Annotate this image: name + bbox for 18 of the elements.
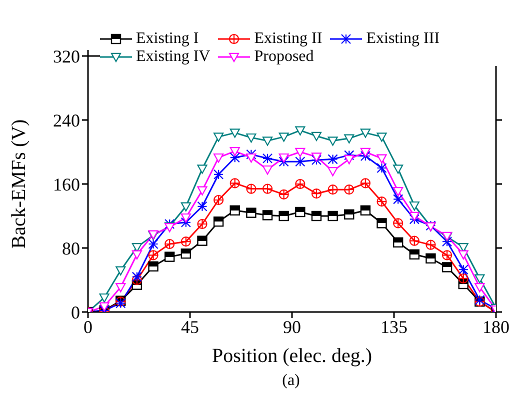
y-tick-label: 240	[53, 110, 80, 130]
y-tick-label: 80	[62, 238, 80, 258]
legend-label: Existing II	[254, 30, 322, 48]
x-tick-label: 90	[283, 316, 301, 337]
x-tick-label: 45	[181, 316, 199, 337]
legend-label: Existing IV	[136, 48, 210, 66]
legend-label: Proposed	[254, 48, 314, 66]
y-tick-label: 160	[53, 174, 80, 194]
y-tick-label: 320	[53, 46, 80, 66]
legend-label: Existing I	[136, 30, 199, 48]
y-tick-label: 0	[71, 302, 80, 322]
y-axis-title: Back-EMFs (V)	[8, 119, 30, 249]
x-tick-label: 180	[482, 316, 510, 337]
x-tick-label: 135	[380, 316, 408, 337]
x-axis-title: Position (elec. deg.)	[212, 345, 372, 367]
legend-label: Existing III	[366, 30, 440, 48]
text: (a)	[281, 372, 301, 390]
x-tick-label: 0	[84, 316, 92, 337]
